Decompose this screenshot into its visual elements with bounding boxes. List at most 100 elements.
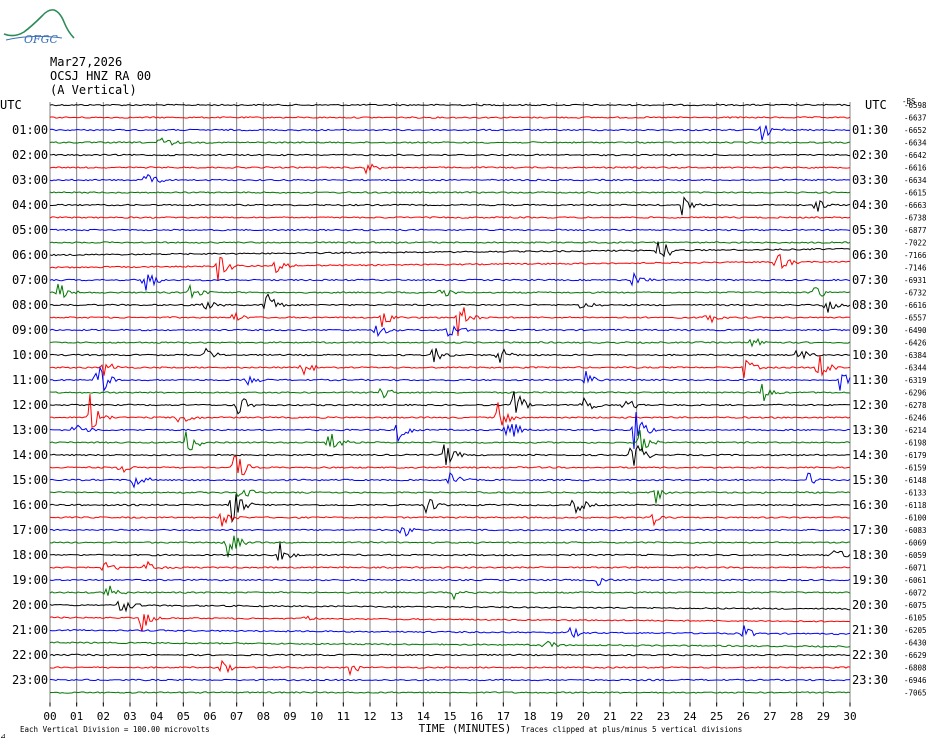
half-hour-label: 12:30: [852, 398, 888, 412]
division-note: Each Vertical Division = 100.00 microvol…: [20, 725, 210, 734]
half-hour-label: 19:30: [852, 573, 888, 587]
hour-label: 12:00: [12, 398, 48, 412]
trace-offset-label: -6061: [904, 576, 927, 585]
seismic-trace: [49, 653, 851, 657]
x-tick-label: 10: [310, 710, 323, 723]
x-tick-label: 05: [177, 710, 190, 723]
seismic-trace: [49, 366, 851, 392]
trace-offset-label: -6059: [904, 551, 927, 560]
trace-offset-label: -7166: [904, 251, 927, 260]
x-tick-label: 00: [43, 710, 56, 723]
seismic-trace: [49, 489, 851, 504]
trace-offset-label: -6069: [904, 539, 927, 548]
trace-offset-label: -6557: [904, 314, 927, 323]
half-hour-label: 23:30: [852, 673, 888, 687]
seismic-trace: [49, 347, 850, 363]
hour-label: 09:00: [12, 323, 48, 337]
axis-labels: -6598 -6637 -6652 -6634 -6642 -6616 -6634 -6615…: [0, 97, 927, 740]
trace-offset-label: -6663: [904, 201, 927, 210]
x-tick-label: 13: [390, 710, 403, 723]
x-tick-label: 07: [230, 710, 243, 723]
seismic-trace: [49, 241, 851, 258]
trace-offset-label: -6634: [904, 139, 927, 148]
seismic-trace: [49, 307, 850, 336]
right-utc-label: UTC: [865, 98, 887, 112]
half-hour-label: 11:30: [852, 373, 888, 387]
half-hour-label: 22:30: [852, 648, 888, 662]
half-hour-label: 07:30: [852, 273, 888, 287]
trace-offset-label: -6384: [904, 351, 927, 360]
seismic-trace: [50, 196, 851, 216]
x-tick-label: 27: [763, 710, 776, 723]
trace-offset-label: -6071: [904, 564, 927, 573]
x-tick-label: 11: [337, 710, 350, 723]
x-tick-label: 09: [283, 710, 296, 723]
seismic-trace: [49, 355, 851, 378]
trace-offset-label: -6634: [904, 176, 927, 185]
seismic-trace: [49, 293, 851, 313]
trace-offset-label: -6179: [904, 451, 927, 460]
hour-label: 04:00: [12, 198, 48, 212]
half-hour-label: 15:30: [852, 473, 888, 487]
x-tick-label: 17: [497, 710, 510, 723]
half-hour-label: 20:30: [852, 598, 888, 612]
trace-offset-label: -6118: [904, 501, 927, 510]
trace-offset-label: -6344: [904, 364, 927, 373]
hour-label: 20:00: [12, 598, 48, 612]
hour-label: 10:00: [12, 348, 48, 362]
x-tick-label: 02: [97, 710, 110, 723]
seismic-trace: [49, 173, 851, 183]
trace-offset-label: -6133: [904, 489, 927, 498]
half-hour-label: 10:30: [852, 348, 888, 362]
trace-offset-label: -6877: [904, 226, 927, 235]
x-tick-label: 28: [790, 710, 803, 723]
hour-label: 07:00: [12, 273, 48, 287]
trace-offset-label: -6319: [904, 376, 927, 385]
x-tick-label: 29: [817, 710, 830, 723]
x-tick-label: 19: [550, 710, 563, 723]
seismic-trace: [49, 391, 850, 415]
component-label: (A Vertical): [50, 83, 137, 97]
svg-text:OFGC: OFGC: [24, 33, 58, 46]
seismic-trace: [49, 585, 851, 601]
trace-lines: [49, 103, 851, 694]
seismic-trace: [49, 103, 851, 107]
half-hour-label: 18:30: [852, 548, 888, 562]
seismic-trace: [49, 678, 851, 682]
grid: [49, 102, 851, 705]
half-hour-label: 17:30: [852, 523, 888, 537]
seismic-trace: [49, 494, 851, 524]
trace-offset-label: -6072: [904, 589, 927, 598]
x-tick-label: 06: [203, 710, 216, 723]
seismic-trace: [49, 116, 851, 119]
trace-offset-label: -6637: [904, 114, 927, 123]
trace-offset-label: -6278: [904, 401, 927, 410]
trace-offset-label: -6198: [904, 439, 927, 448]
top-right-mark: -BS: [902, 97, 916, 106]
trace-offset-label: -6616: [904, 301, 927, 310]
trace-offset-label: -6615: [904, 189, 927, 198]
hour-label: 15:00: [12, 473, 48, 487]
trace-offset-label: -6075: [904, 601, 927, 610]
seismic-trace: [49, 271, 851, 291]
seismic-trace: [49, 412, 851, 450]
half-hour-label: 05:30: [852, 223, 888, 237]
x-tick-label: 22: [630, 710, 643, 723]
seismic-trace: [49, 512, 851, 527]
trace-offset-label: -6738: [904, 214, 927, 223]
x-tick-label: 25: [710, 710, 723, 723]
x-tick-label: 24: [683, 710, 697, 723]
station-code: OCSJ HNZ RA 00: [50, 69, 152, 83]
half-hour-label: 06:30: [852, 248, 888, 262]
seismic-trace: [49, 472, 851, 489]
seismic-trace: [49, 241, 851, 244]
hour-label: 21:00: [12, 623, 48, 637]
clip-note: Traces clipped at plus/minus 5 vertical …: [521, 725, 742, 734]
x-tick-label: 14: [417, 710, 431, 723]
corner-mark: ⊿: [0, 732, 6, 740]
x-tick-label: 15: [443, 710, 456, 723]
trace-offset-label: -6214: [904, 426, 927, 435]
trace-offset-label: -6430: [904, 639, 927, 648]
hour-label: 06:00: [12, 248, 48, 262]
seismic-trace: [49, 535, 851, 558]
